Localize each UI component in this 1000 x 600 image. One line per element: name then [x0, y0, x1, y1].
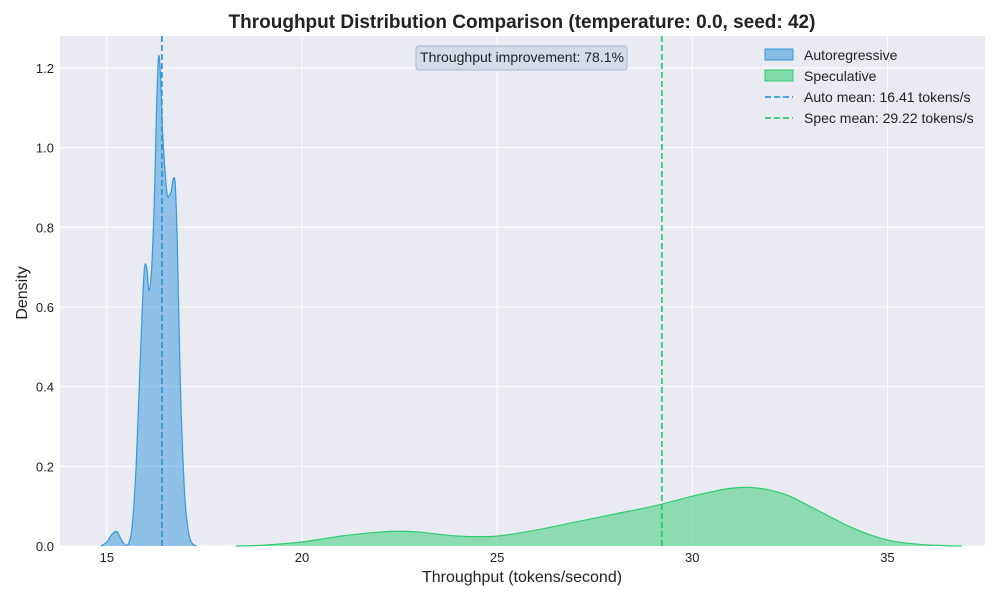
x-axis-label: Throughput (tokens/second) [422, 569, 622, 586]
x-tick-label: 35 [880, 550, 894, 565]
x-axis-ticks: 15 20 25 30 35 [100, 550, 895, 565]
mean-lines [160, 36, 663, 546]
x-tick-label: 15 [100, 550, 114, 565]
x-tick-label: 25 [490, 550, 504, 565]
legend-label: Auto mean: 16.41 tokens/s [804, 89, 971, 105]
y-tick-label: 0.8 [36, 220, 54, 235]
legend: Autoregressive Speculative Auto mean: 16.4… [764, 47, 974, 126]
legend-label: Speculative [804, 68, 877, 84]
y-tick-label: 0.2 [36, 459, 54, 474]
series-line-autoregressive [100, 54, 197, 547]
y-axis-ticks: 0.0 0.2 0.4 0.6 0.8 1.0 1.2 [36, 61, 54, 554]
y-tick-label: 0.6 [36, 300, 54, 315]
series-area-autoregressive [100, 55, 197, 546]
grid [60, 36, 985, 547]
x-tick-label: 20 [295, 550, 309, 565]
plot-area [60, 36, 985, 546]
y-tick-label: 1.2 [36, 61, 54, 76]
x-tick-label: 30 [685, 550, 699, 565]
improvement-annotation: Throughput improvement: 78.1% [415, 45, 628, 71]
legend-label: Autoregressive [804, 47, 898, 63]
annotation-box [415, 45, 628, 71]
series-line-speculative [235, 486, 962, 547]
y-axis-label: Density [14, 266, 31, 319]
legend-swatch [764, 69, 794, 82]
y-tick-label: 0.4 [36, 380, 54, 395]
y-tick-label: 0.0 [36, 539, 54, 554]
chart-title: Throughput Distribution Comparison (temp… [229, 12, 816, 33]
series-area-speculative [235, 487, 962, 546]
legend-label: Spec mean: 29.22 tokens/s [804, 110, 974, 126]
series-layer [100, 54, 962, 547]
legend-swatch [764, 48, 794, 61]
annotation-text: Throughput improvement: 78.1% [420, 49, 624, 65]
y-tick-label: 1.0 [36, 141, 54, 156]
